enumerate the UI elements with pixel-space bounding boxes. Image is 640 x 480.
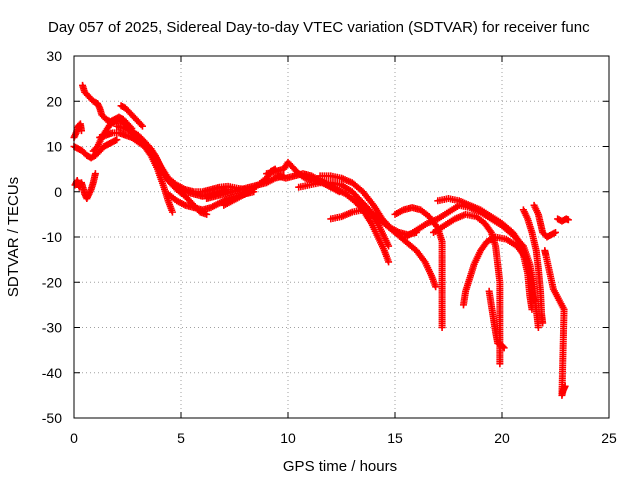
data-point [432, 283, 440, 291]
plot-frame [73, 55, 610, 419]
y-tick-labels: 30 20 10 0 -10 -20 -30 -40 -50 [42, 48, 62, 426]
series-arc-19 [391, 204, 446, 331]
y-tick-label: -30 [42, 320, 62, 336]
y-tick-label: -50 [42, 410, 62, 426]
data-point [496, 360, 504, 368]
x-tick-label: 0 [70, 430, 78, 446]
data-point [138, 122, 146, 130]
series-arc-25 [519, 206, 547, 327]
x-tick-label: 5 [177, 430, 185, 446]
data-point [528, 305, 536, 313]
y-tick-label: 20 [46, 93, 62, 109]
data-point [564, 216, 572, 224]
series-arc-27 [554, 215, 572, 225]
series-arc-18 [327, 206, 440, 291]
x-axis-title: GPS time / hours [283, 458, 397, 475]
data-point [552, 228, 559, 236]
x-tick-label: 25 [601, 430, 617, 446]
data-point [499, 343, 507, 351]
data-points [70, 81, 572, 399]
y-tick-label: -10 [42, 229, 62, 245]
data-point [385, 258, 393, 266]
data-point [539, 319, 547, 327]
y-tick-label: -40 [42, 365, 62, 381]
series-arc-26 [530, 201, 559, 241]
data-point [203, 210, 211, 218]
data-point [385, 242, 393, 250]
y-axis-title: SDTVAR / TECUs [5, 177, 22, 297]
data-point [91, 170, 99, 178]
series-arc-23 [459, 233, 538, 309]
series-arc-6 [117, 102, 146, 130]
series-arc-1 [71, 170, 99, 203]
x-tick-label: 10 [280, 430, 296, 446]
x-tick-label: 20 [494, 430, 510, 446]
series-arc-3 [70, 136, 121, 162]
y-tick-label: 30 [46, 48, 62, 64]
series-arc-28 [541, 247, 569, 399]
data-point [561, 382, 569, 390]
data-point [137, 121, 145, 129]
series-arc-24 [485, 287, 508, 352]
grid-lines [74, 56, 609, 418]
data-point [530, 296, 538, 304]
data-point [534, 324, 542, 331]
data-point [168, 208, 176, 216]
data-point [438, 324, 446, 331]
data-point [500, 344, 508, 352]
x-tick-labels: 0 5 10 15 20 25 [70, 430, 617, 446]
data-point [113, 136, 121, 144]
y-tick-label: 10 [46, 139, 62, 155]
y-tick-label: 0 [54, 184, 62, 200]
y-tick-label: -20 [42, 274, 62, 290]
x-tick-label: 15 [387, 430, 403, 446]
data-point [77, 127, 85, 135]
series-arc-22 [430, 210, 504, 368]
series-arc-2 [70, 120, 85, 141]
chart-title: Day 057 of 2025, Sidereal Day-to-day VTE… [48, 19, 590, 36]
